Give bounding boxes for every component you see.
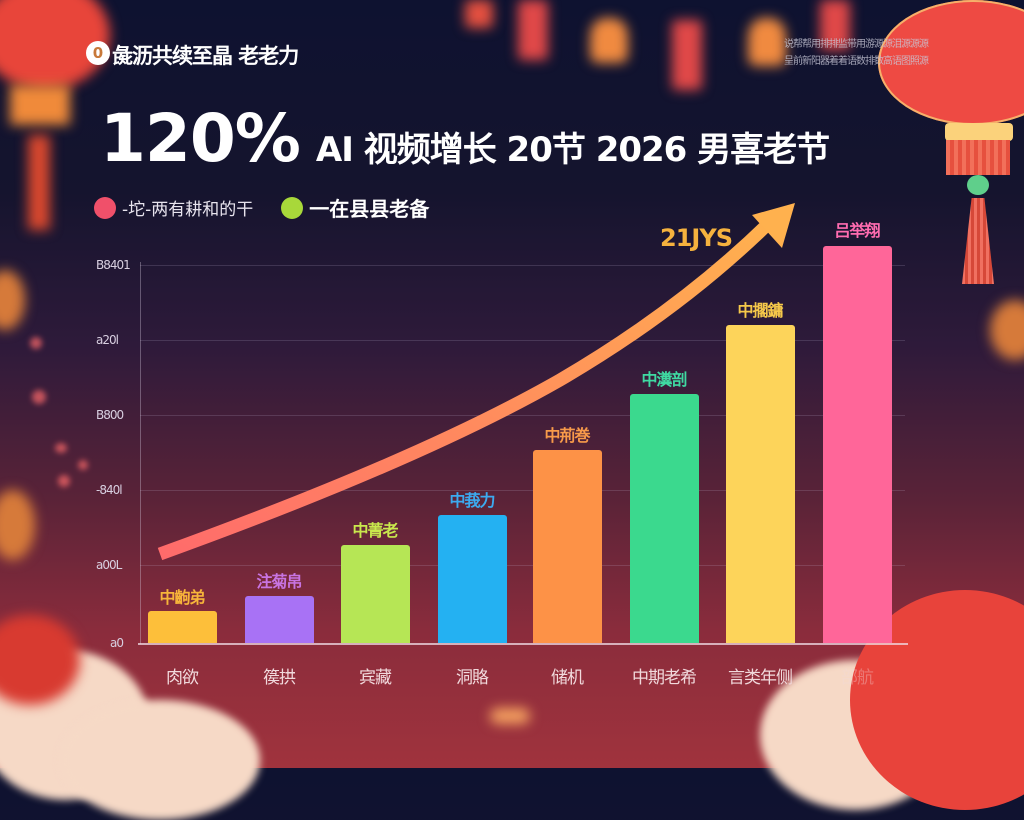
- y-tick-label: B800: [96, 408, 124, 422]
- bar-label: 中瀵剖: [641, 370, 687, 389]
- bar: [245, 596, 314, 643]
- bar: [438, 515, 507, 643]
- fine-print: 说帮帮用排排监带用游源源泪源源源 呈前新阳器着着语数排数高语图照源: [784, 36, 929, 70]
- bar: [726, 325, 795, 643]
- bar-label: 中擱鏞: [737, 301, 783, 320]
- y-tick-label: a00L: [96, 558, 122, 572]
- legend-label: 一在县县老备: [309, 197, 430, 221]
- bar: [148, 611, 217, 643]
- fine-print-line: 呈前新阳器着着语数排数高语图照源: [784, 56, 929, 67]
- bar-label: 注菊帛: [256, 572, 302, 591]
- legend-label: -坨-两有耕和的干: [122, 200, 254, 220]
- logo-badge: 0: [86, 41, 110, 65]
- bar: [630, 394, 699, 643]
- chart-title: 120% AI 视频增长 20节 2026 男喜老节: [100, 100, 830, 177]
- x-axis: [138, 643, 908, 645]
- grid-line: [140, 565, 905, 566]
- bar-chart: B8401 a20l B800 -840l a00L a0 21JYS 中齣弟 …: [96, 203, 908, 688]
- x-tick-label: 宾藏: [359, 668, 392, 688]
- bar: [341, 545, 410, 643]
- legend-item: -坨-两有耕和的干: [94, 195, 253, 220]
- legend-item: 一在县县老备: [281, 193, 429, 222]
- x-tick-label: 中期老希: [632, 668, 697, 688]
- y-tick-label: a0: [110, 636, 124, 650]
- bar-label: 中荊巻: [544, 426, 590, 445]
- y-axis: [140, 262, 141, 644]
- x-tick-label: 言类年侧: [728, 668, 793, 688]
- x-tick-label: 洞賂: [456, 668, 489, 688]
- legend-dot-red-icon: [94, 196, 116, 219]
- legend-dot-green-icon: [281, 196, 304, 219]
- x-tick-label: 储机: [551, 668, 584, 688]
- bar-label: 中菁老: [352, 521, 398, 540]
- bar: [823, 246, 892, 643]
- x-tick-label: 肉欲: [166, 668, 199, 688]
- x-tick-label: 部航: [841, 668, 874, 688]
- y-tick-label: B8401: [96, 258, 131, 272]
- bar-label: 中齣弟: [159, 588, 205, 607]
- bar-label: 中莪力: [449, 491, 495, 510]
- grid-line: [140, 265, 905, 266]
- chart-legend: -坨-两有耕和的干 一在县县老备: [94, 193, 447, 222]
- fine-print-line: 说帮帮用排排监带用游源源泪源源源: [784, 39, 929, 50]
- x-tick-label: 篌拱: [263, 668, 296, 688]
- headline-text: AI 视频增长 20节 2026 男喜老节: [315, 130, 830, 170]
- y-tick-label: -840l: [96, 483, 123, 497]
- bar: [533, 450, 602, 643]
- y-tick-label: a20l: [96, 333, 119, 347]
- headline-percent: 120%: [100, 100, 301, 177]
- header-subtitle: 彘沥共续至晶 老老力: [112, 44, 299, 68]
- bar-label: 吕举翔: [834, 221, 880, 240]
- trend-arrow-label: 21JYS: [660, 224, 733, 252]
